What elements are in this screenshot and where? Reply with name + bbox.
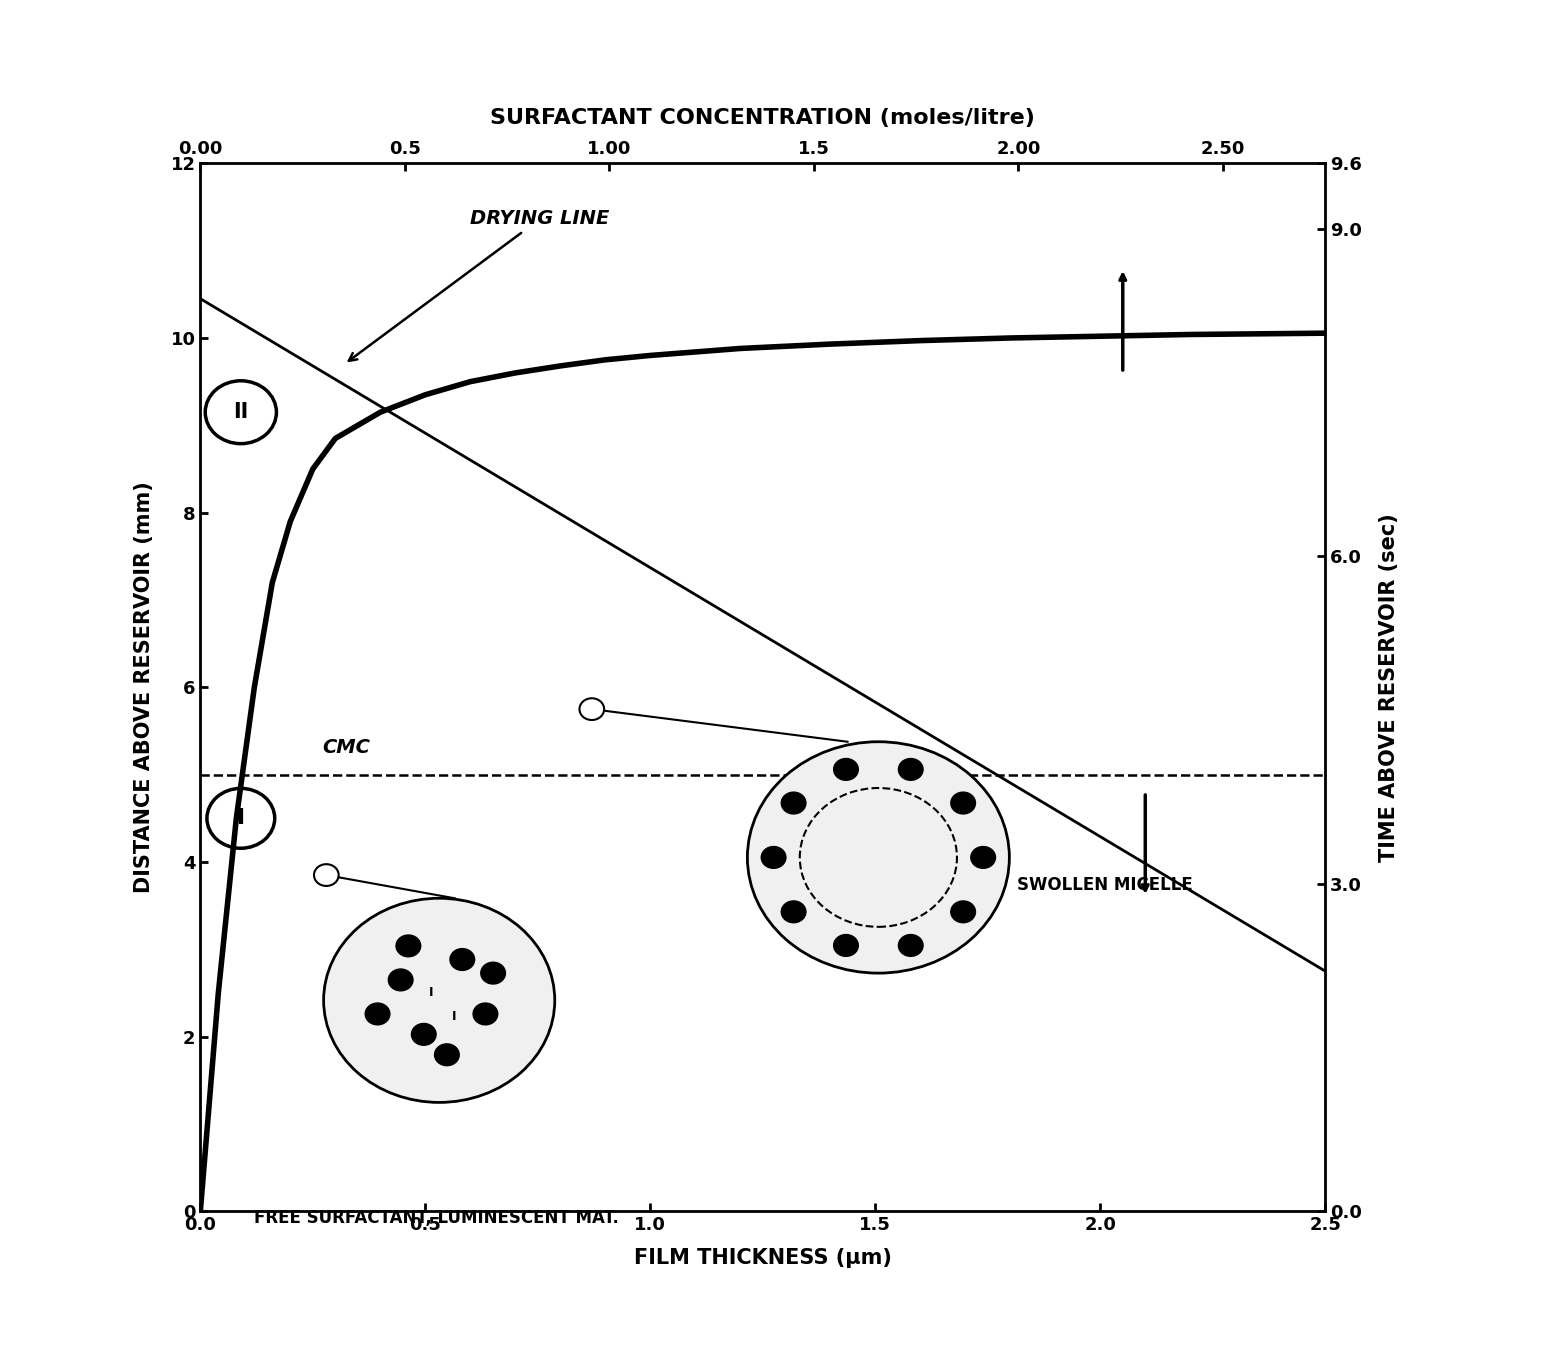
Text: I: I bbox=[237, 808, 245, 829]
Text: SWOLLEN MICELLE: SWOLLEN MICELLE bbox=[1017, 875, 1193, 894]
Y-axis label: TIME ABOVE RESERVOIR (sec): TIME ABOVE RESERVOIR (sec) bbox=[1379, 513, 1399, 862]
Y-axis label: DISTANCE ABOVE RESERVOIR (mm): DISTANCE ABOVE RESERVOIR (mm) bbox=[134, 482, 154, 893]
Text: CMC: CMC bbox=[322, 738, 370, 757]
Text: I: I bbox=[453, 1010, 456, 1023]
X-axis label: FILM THICKNESS (μm): FILM THICKNESS (μm) bbox=[633, 1248, 892, 1268]
Text: I: I bbox=[430, 985, 433, 999]
Text: II: II bbox=[233, 403, 248, 422]
Text: DRYING LINE: DRYING LINE bbox=[348, 210, 610, 361]
Text: FREE SURFACTANT, LUMINESCENT MAT.: FREE SURFACTANT, LUMINESCENT MAT. bbox=[254, 1209, 619, 1228]
X-axis label: SURFACTANT CONCENTRATION (moles/litre): SURFACTANT CONCENTRATION (moles/litre) bbox=[490, 108, 1036, 128]
